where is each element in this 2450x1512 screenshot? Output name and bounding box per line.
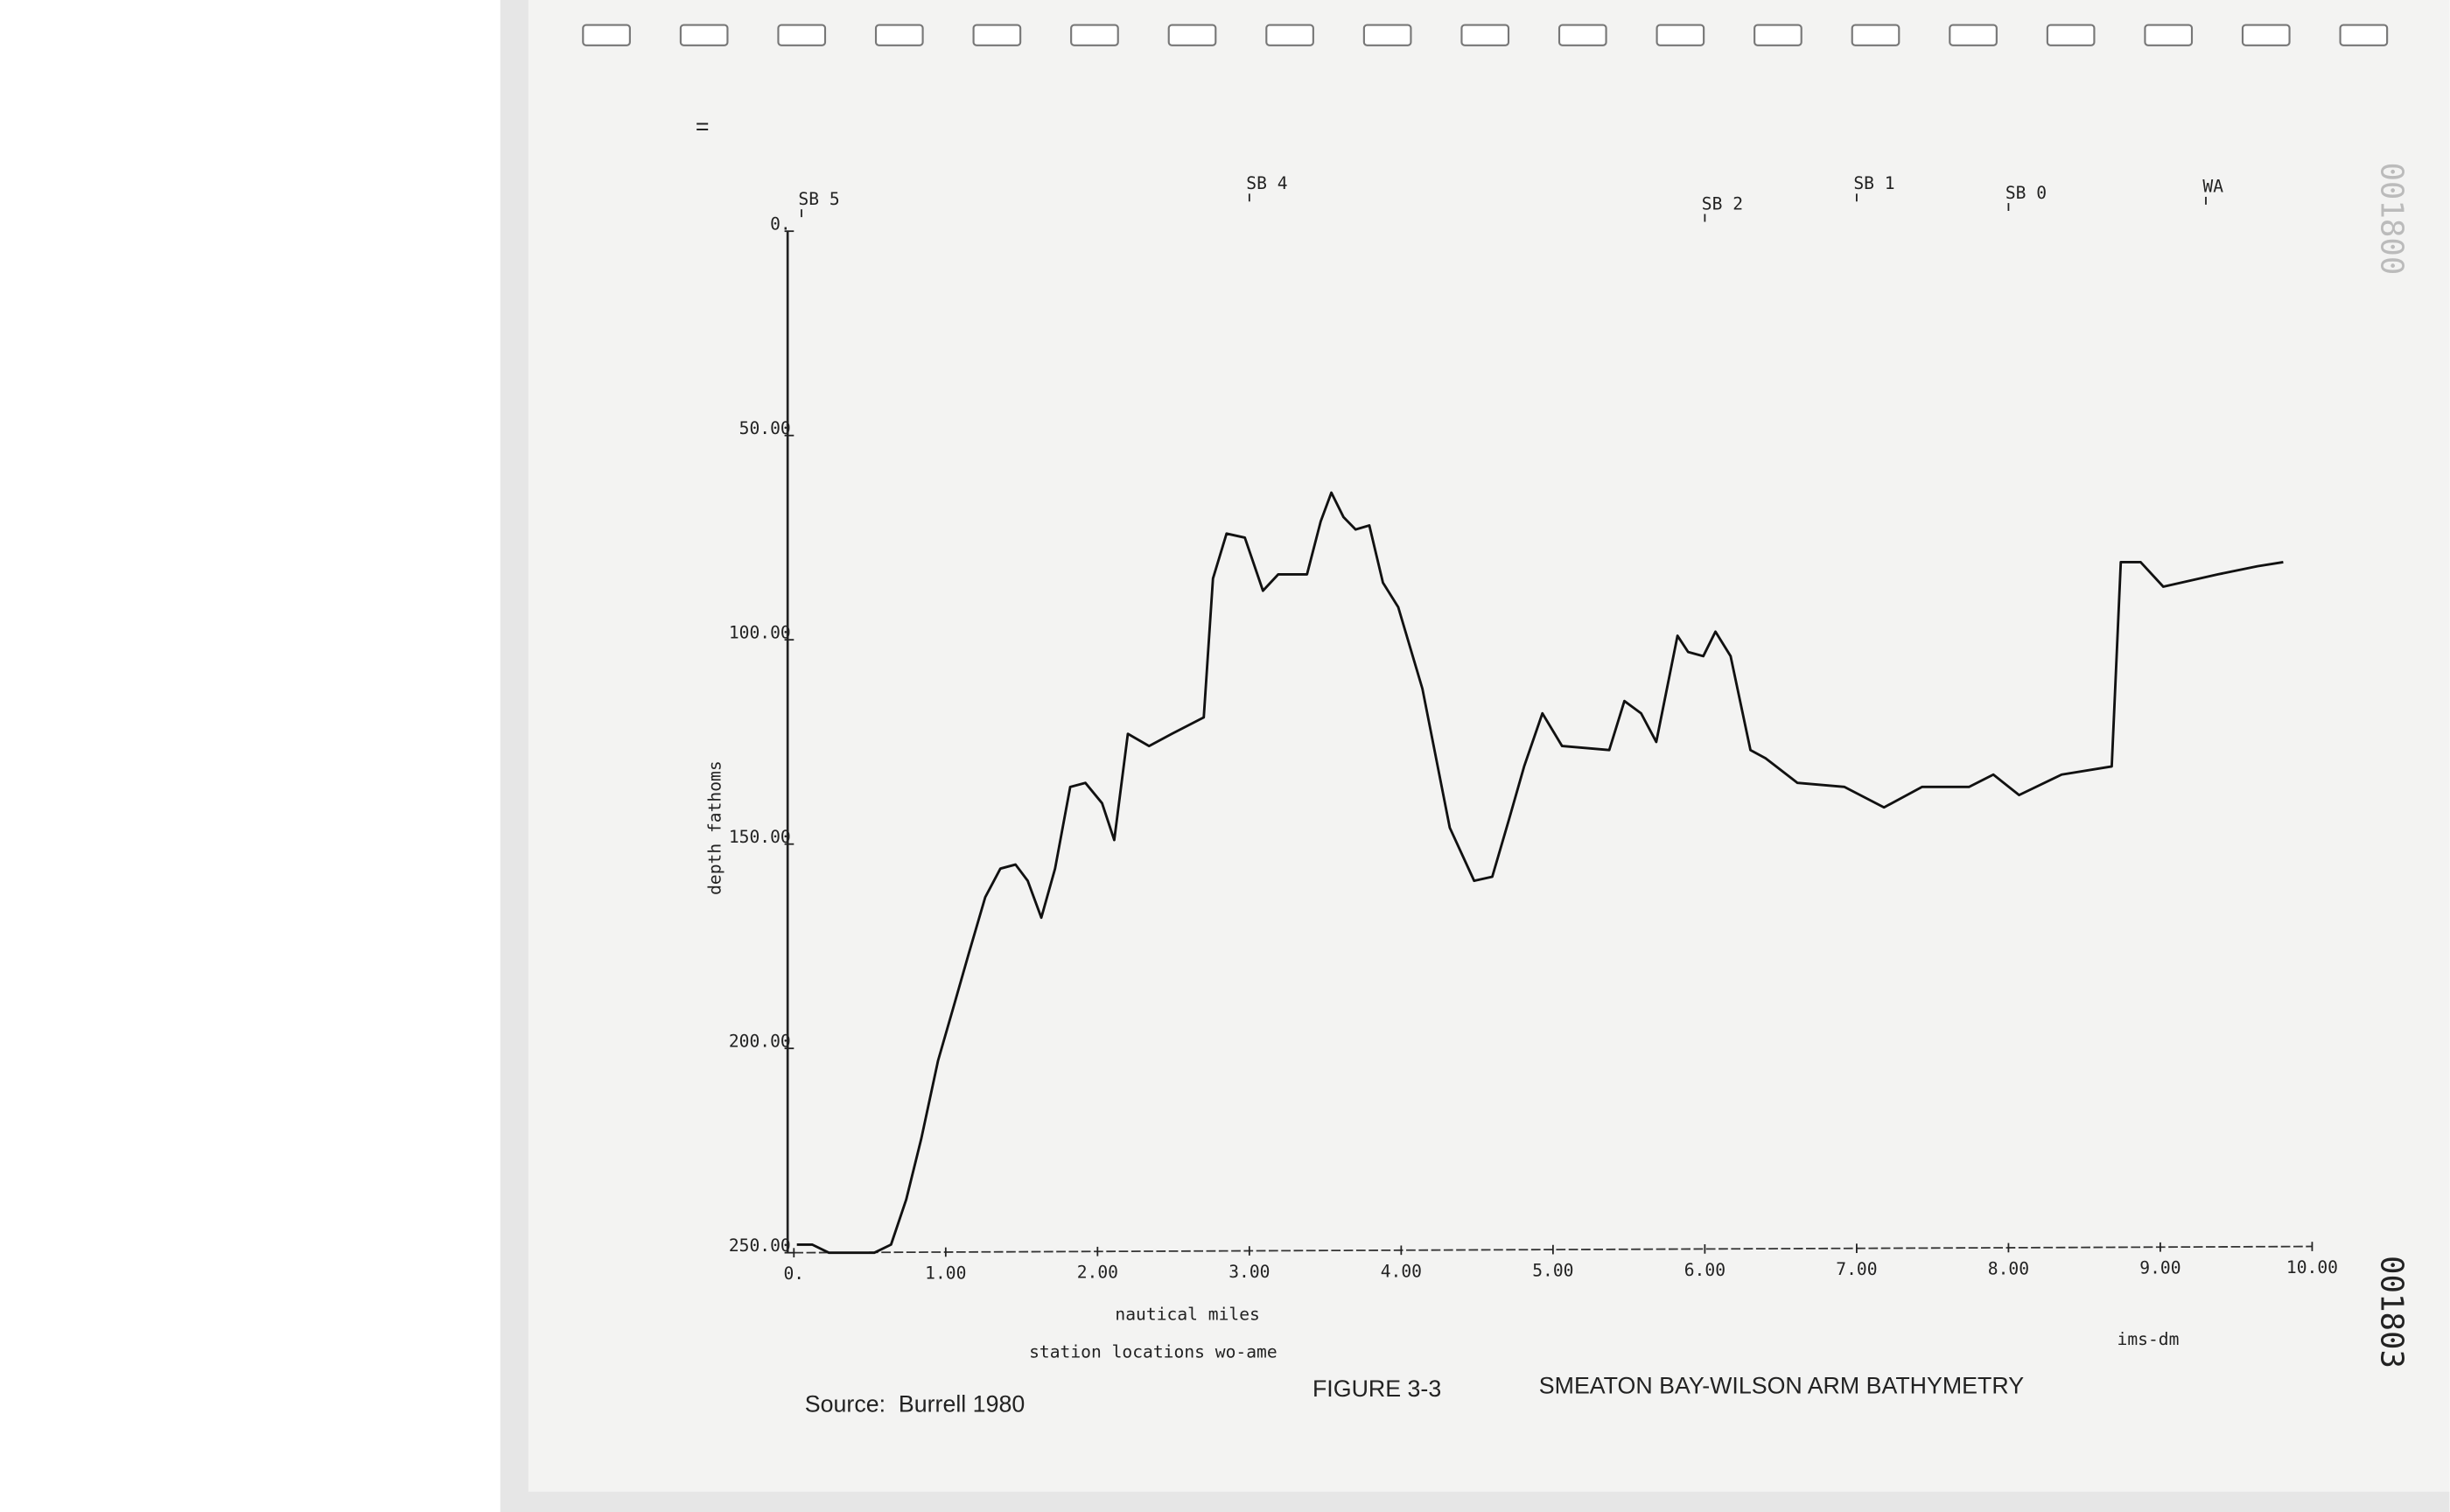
figure-label: FIGURE 3-3 <box>1312 1376 1441 1402</box>
punch-hole <box>972 24 1022 46</box>
note-left: station locations wo-ame <box>1029 1341 1278 1362</box>
punch-hole <box>1949 24 1998 46</box>
x-tick-label: 1.00 <box>925 1263 966 1283</box>
punch-hole <box>874 24 924 46</box>
x-tick-label: 3.00 <box>1228 1262 1270 1282</box>
punch-hole <box>1754 24 1802 46</box>
punch-hole <box>2046 24 2096 46</box>
note-right: ims-dm <box>2118 1329 2180 1349</box>
y-tick-label: 150.00 <box>729 827 791 847</box>
station-label: SB 0 <box>2006 183 2047 203</box>
station-label: WA <box>2202 177 2223 197</box>
x-tick-label: 6.00 <box>1684 1260 1726 1280</box>
depth-line <box>796 491 2284 1255</box>
punch-hole <box>1558 24 1607 46</box>
x-tick-label: 2.00 <box>1077 1263 1118 1283</box>
y-tick-label: 100.00 <box>729 623 791 643</box>
station-label: SB 1 <box>1853 173 1894 193</box>
station-label: SB 5 <box>798 189 839 209</box>
station-label: SB 2 <box>1702 193 1743 214</box>
x-tick-label: 9.00 <box>2139 1258 2180 1278</box>
paper <box>528 0 2450 1492</box>
y-axis-label: depth fathoms <box>705 760 725 895</box>
source: Source: Burrell 1980 <box>805 1391 1025 1418</box>
x-tick-label: 10.00 <box>2286 1257 2338 1278</box>
y-tick-label: 0. <box>770 214 791 234</box>
punch-hole <box>2241 24 2291 46</box>
x-tick-label: 0. <box>783 1264 804 1284</box>
punch-hole <box>1851 24 1900 46</box>
punch-holes <box>582 24 2389 46</box>
punch-hole <box>2339 24 2389 46</box>
punch-hole <box>777 24 827 46</box>
punch-hole <box>1167 24 1217 46</box>
chart-title: SMEATON BAY-WILSON ARM BATHYMETRY <box>1539 1372 2024 1398</box>
x-axis-label: nautical miles <box>1115 1305 1259 1325</box>
station-label: SB 4 <box>1246 173 1287 193</box>
punch-hole <box>1362 24 1412 46</box>
punch-hole <box>582 24 631 46</box>
x-axis <box>794 1245 2313 1254</box>
y-tick-label: 200.00 <box>729 1032 791 1052</box>
y-tick-label: 50.00 <box>739 418 791 438</box>
punch-hole <box>2144 24 2194 46</box>
punch-hole <box>679 24 729 46</box>
punch-hole <box>1265 24 1314 46</box>
x-tick-label: 4.00 <box>1381 1261 1422 1281</box>
x-tick-label: 5.00 <box>1532 1261 1573 1281</box>
x-tick-label: 7.00 <box>1836 1259 1877 1279</box>
punch-hole <box>1656 24 1705 46</box>
page-mark: = <box>696 113 710 139</box>
stamp-top: 001800 <box>2374 162 2410 275</box>
x-tick-label: 8.00 <box>1988 1258 2029 1278</box>
stamp-bottom: 001803 <box>2374 1256 2410 1368</box>
punch-hole <box>1070 24 1119 46</box>
y-tick-label: 250.00 <box>729 1236 791 1256</box>
punch-hole <box>1460 24 1510 46</box>
